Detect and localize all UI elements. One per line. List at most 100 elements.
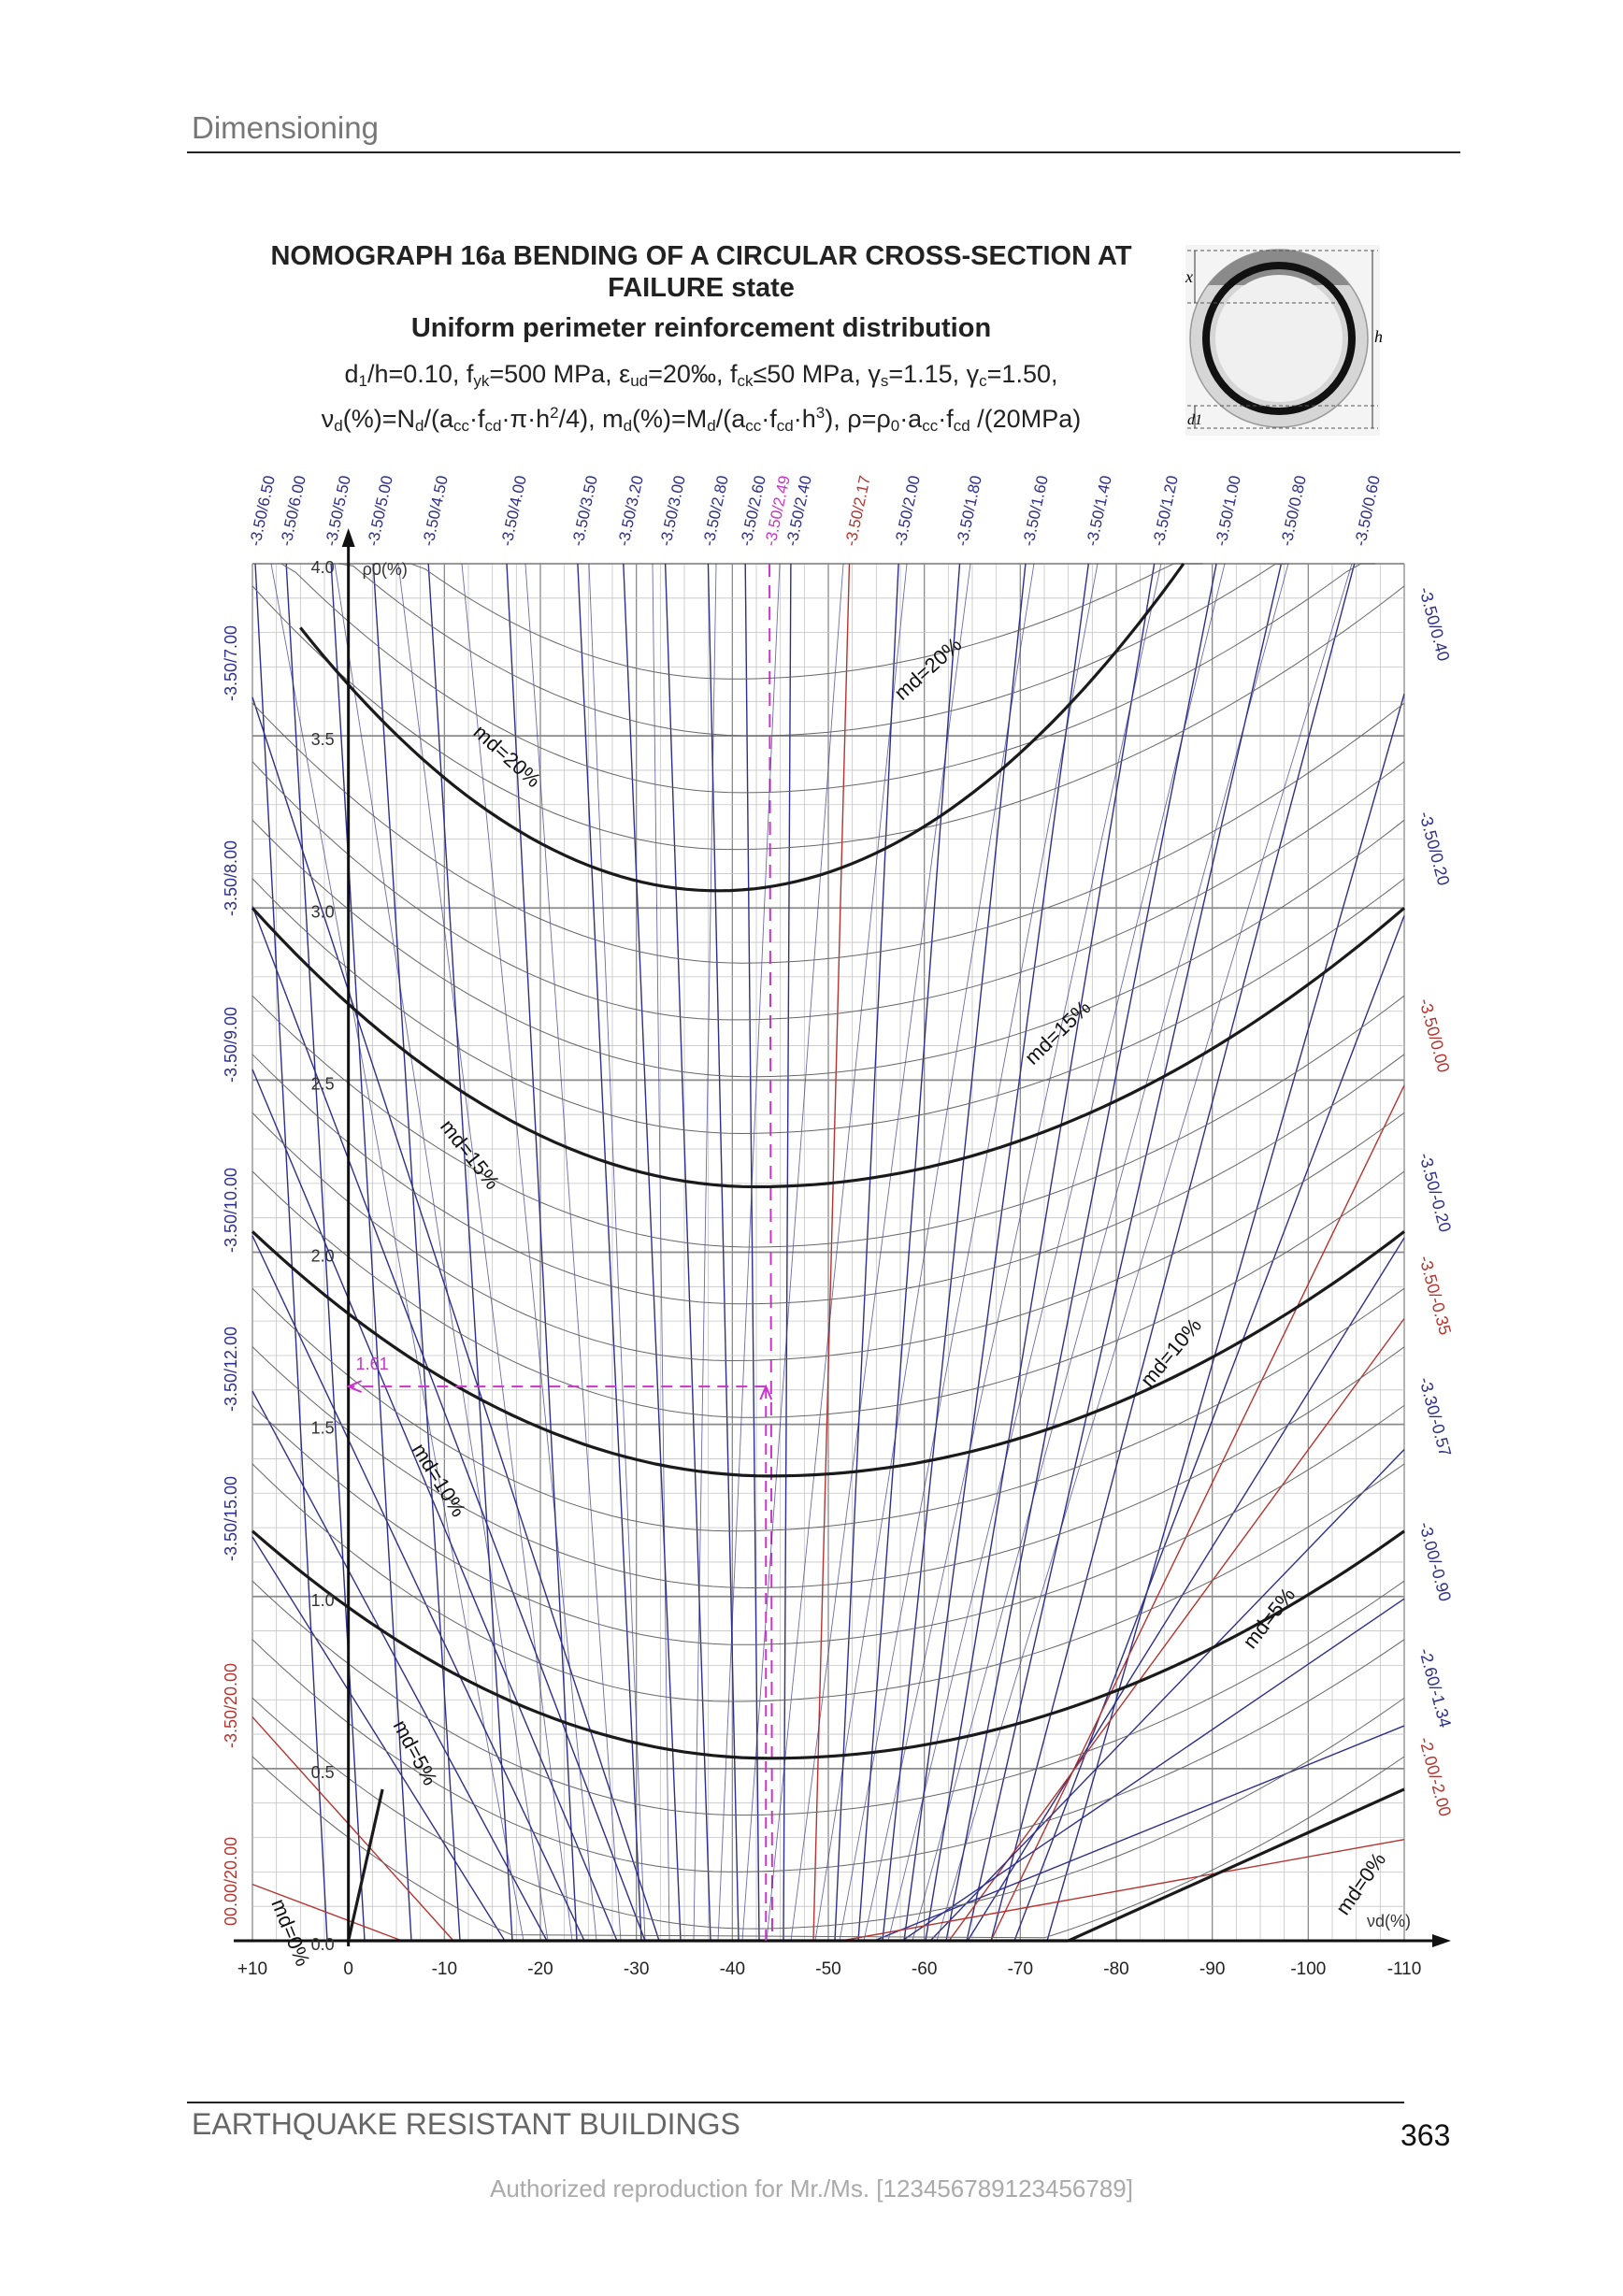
strain-label-top: -3.50/4.50	[419, 474, 452, 548]
strain-line	[882, 563, 1027, 1942]
strain-line	[270, 563, 524, 1942]
md-curve	[251, 1529, 1405, 1760]
strain-label-right: -2.00/-2.00	[1415, 1735, 1455, 1818]
strain-line	[967, 1237, 1405, 1942]
axes	[234, 528, 1451, 1947]
strain-line	[623, 563, 682, 1942]
strain-line	[251, 1716, 454, 1942]
strain-line	[652, 563, 670, 1942]
strain-line	[397, 563, 573, 1942]
chart-subtitle: Uniform perimeter reinforcement distribu…	[410, 313, 992, 343]
section-header: Dimensioning	[192, 110, 379, 145]
strain-line	[330, 563, 412, 1942]
strain-label-right: -3.50/0.40	[1415, 585, 1453, 663]
strain-label-top: -3.50/1.60	[1019, 474, 1052, 548]
md-label: md=20%	[890, 633, 967, 705]
strain-line	[506, 563, 578, 1942]
watermark: Authorized reproduction for Mr./Ms. [123…	[489, 2174, 1133, 2203]
strain-label-top: -3.50/3.50	[568, 474, 601, 548]
y-tick-label: 4.0	[311, 558, 335, 577]
strain-line	[744, 563, 760, 1942]
x-tick-label: -80	[1103, 1959, 1128, 1979]
md-curve-thin	[251, 1697, 1405, 1930]
strain-line	[372, 563, 461, 1942]
strain-line	[588, 563, 646, 1942]
h-label: h	[1374, 327, 1383, 346]
x-tick-label: +10	[237, 1959, 267, 1979]
strain-label-top: -3.50/2.00	[891, 474, 924, 548]
md-curve-thin	[251, 1054, 1405, 1305]
strain-label-right: -3.50/0.00	[1415, 997, 1453, 1074]
strain-line	[887, 563, 1226, 1942]
strain-line	[834, 563, 899, 1942]
strain-label-top: -3.50/6.50	[246, 474, 279, 548]
x-tick-label: -60	[912, 1959, 937, 1979]
md-curve-thin	[251, 1404, 1405, 1645]
strain-line	[768, 563, 773, 1942]
cross-section-inset: x h d1	[1185, 245, 1383, 436]
header-divider	[187, 151, 1460, 153]
strain-label-top: -3.50/5.00	[364, 474, 396, 548]
strain-line	[857, 563, 961, 1942]
x-tick-label: 0	[343, 1959, 353, 1979]
strain-line	[929, 1449, 1405, 1942]
strain-label-top: -3.50/1.20	[1149, 474, 1182, 548]
md-label: md=15%	[436, 1115, 505, 1194]
y-tick-label: 1.0	[311, 1591, 335, 1610]
strain-line	[990, 1084, 1405, 1942]
reinforcement-ring	[1202, 262, 1356, 415]
md-curve-thin	[251, 585, 1405, 851]
md-curve-thin	[251, 1112, 1405, 1362]
md-curve-thin	[251, 1463, 1405, 1702]
md-curve-thin	[251, 1287, 1405, 1532]
md-curve-thin	[338, 563, 1289, 737]
strain-line	[1013, 915, 1405, 1942]
strain-label-right: -3.30/-0.57	[1415, 1375, 1455, 1458]
x-axis-arrow	[1432, 1934, 1451, 1947]
strain-label-top: -3.50/6.00	[277, 474, 309, 548]
md-curve-thin	[251, 702, 1405, 964]
strain-line	[524, 563, 622, 1942]
strain-line	[461, 563, 597, 1942]
strain-label-right: -2.60/-1.34	[1415, 1646, 1455, 1729]
strain-label-top: -3.50/1.40	[1083, 474, 1115, 548]
x-axis-label: νd(%)	[1367, 1912, 1411, 1930]
strain-line	[966, 563, 1283, 1942]
strain-line	[863, 563, 1162, 1942]
strain-label-left: -3.50/9.00	[222, 1007, 240, 1083]
strain-label-top: -3.50/2.80	[699, 474, 732, 548]
y-tick-label: 3.5	[311, 730, 335, 749]
strain-line	[783, 563, 792, 1942]
strain-line	[254, 563, 328, 1942]
x-label: x	[1185, 267, 1193, 286]
strain-line	[251, 1390, 548, 1942]
page-number: 363	[1400, 2118, 1451, 2152]
md-curve	[251, 907, 1406, 1189]
book-title: EARTHQUAKE RESISTANT BUILDINGS	[192, 2107, 740, 2141]
strain-line	[901, 1598, 1405, 1942]
md-curve	[251, 1230, 1405, 1478]
md-curve	[299, 563, 1185, 893]
x-tick-label: -90	[1199, 1959, 1225, 1979]
strain-label-left: -3.50/10.00	[222, 1168, 240, 1253]
strain-label-top: -3.50/1.80	[953, 474, 985, 548]
chart-title: NOMOGRAPH 16a BENDING OF A CIRCULAR CROS…	[270, 241, 1132, 303]
md-curve-thin	[251, 878, 1405, 1135]
md-label: md=0%	[1331, 1848, 1391, 1919]
strain-label-right: -3.00/-0.90	[1415, 1520, 1455, 1603]
strain-line	[912, 563, 1289, 1942]
strain-line	[251, 1235, 585, 1942]
y-tick-label: 1.5	[311, 1419, 335, 1438]
x-tick-label: -50	[815, 1959, 840, 1979]
md-label: md=5%	[1238, 1583, 1300, 1653]
strain-line	[285, 563, 366, 1942]
strain-line	[664, 563, 711, 1942]
x-tick-label: -10	[432, 1959, 457, 1979]
strain-line	[812, 563, 851, 1942]
section-core	[1215, 275, 1343, 402]
chart-parameters: d1/h=0.10, fyk=500 MPa, εud=20‰, fck≤50 …	[344, 360, 1058, 390]
strain-label-right: -3.50/-0.20	[1415, 1151, 1455, 1234]
strain-label-left: -3.50/7.00	[222, 625, 240, 701]
md-curve-thin	[251, 1580, 1405, 1816]
